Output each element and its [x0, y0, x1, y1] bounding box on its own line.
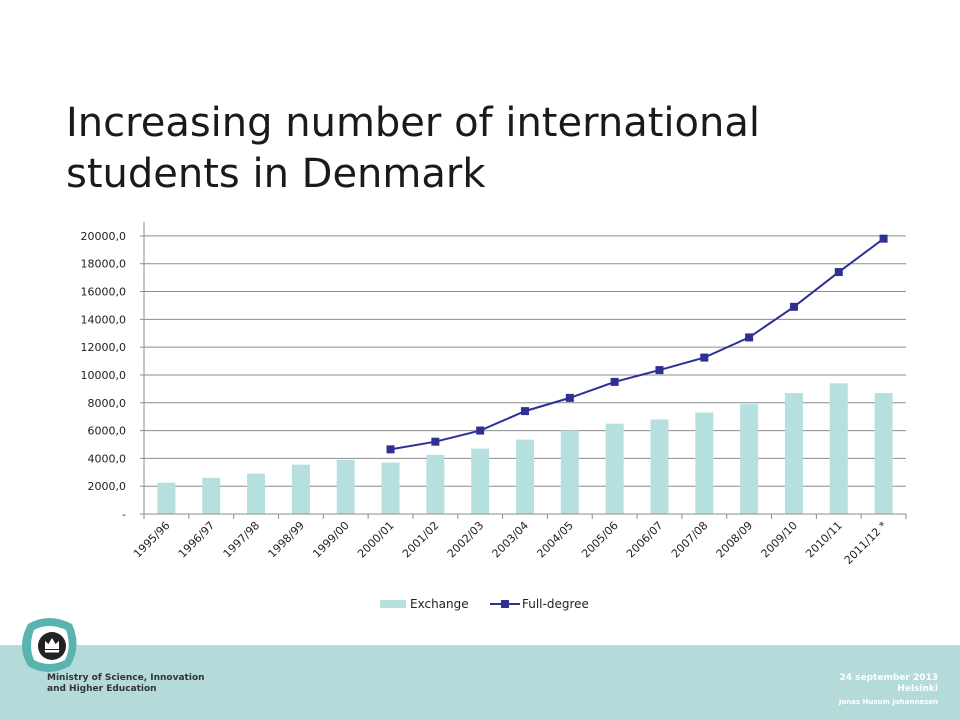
x-tick-label: 2000/01: [355, 519, 397, 561]
y-axis: - 2000,0 4000,0 6000,0 8000,0 10000,0 12000,0 1…: [81, 222, 906, 521]
presentation-meta: 24 september 2013 Helsinki Jonas Husum J…: [839, 673, 938, 709]
y-tick-label: 14000,0: [81, 313, 127, 326]
y-tick-label: 6000,0: [88, 425, 127, 438]
x-tick-label: 2006/07: [624, 519, 666, 561]
slide-title: Increasing number of international stude…: [66, 100, 760, 197]
ministry-line-2: and Higher Education: [47, 684, 157, 694]
exchange-bar: [291, 464, 310, 514]
y-tick-label: 18000,0: [81, 258, 127, 271]
chart-gridlines: [144, 235, 906, 487]
y-tick-label: 2000,0: [88, 480, 127, 493]
full-degree-point: [431, 437, 440, 446]
legend-label-full-degree: Full-degree: [522, 597, 589, 611]
x-tick-label: 1997/98: [221, 519, 263, 561]
full-degree-point: [834, 268, 843, 277]
exchange-bar: [605, 423, 624, 514]
x-tick-label: 1995/96: [131, 519, 173, 561]
x-tick-label: 2008/09: [714, 519, 756, 561]
x-tick-label: 2009/10: [759, 519, 801, 561]
full-degree-point: [565, 393, 574, 402]
exchange-bar: [650, 419, 669, 514]
full-degree-point: [655, 366, 664, 375]
full-degree-point: [521, 407, 529, 416]
presentation-location: Helsinki: [897, 684, 938, 694]
exchange-bar: [247, 473, 266, 514]
full-degree-point: [386, 445, 395, 454]
legend-swatch-marker: [501, 600, 509, 608]
full-degree-point: [476, 426, 485, 435]
x-tick-label: 2002/03: [445, 519, 487, 561]
y-tick-label: 10000,0: [81, 369, 127, 382]
ministry-line-1: Ministry of Science, Innovation: [47, 673, 205, 683]
full-degree-line: [386, 234, 888, 454]
x-tick-label: 2007/08: [669, 519, 711, 561]
y-tick-label: 12000,0: [81, 341, 127, 354]
full-degree-point: [879, 234, 888, 243]
exchange-bar: [202, 477, 221, 514]
crown-logo-icon: [22, 618, 77, 672]
exchange-bar: [426, 454, 445, 514]
legend-label-exchange: Exchange: [410, 597, 469, 611]
ministry-name: Ministry of Science, Innovation and High…: [47, 673, 205, 695]
enrollment-chart: - 2000,0 4000,0 6000,0 8000,0 10000,0 12000,0 1…: [81, 222, 907, 611]
exchange-bar: [784, 393, 803, 514]
x-tick-label: 2004/05: [534, 519, 576, 561]
exchange-bar: [695, 412, 714, 514]
exchange-bar: [157, 482, 176, 514]
full-degree-point: [610, 377, 619, 386]
y-tick-label: 16000,0: [81, 286, 127, 299]
footer-band: [0, 645, 960, 720]
x-tick-label: 2005/06: [579, 519, 621, 561]
exchange-bar: [516, 439, 534, 514]
legend-swatch-exchange: [380, 600, 406, 608]
full-degree-point: [789, 302, 798, 311]
exchange-bar: [336, 459, 355, 514]
exchange-bar: [471, 448, 490, 514]
exchange-bar: [381, 462, 400, 514]
y-tick-label: -: [122, 508, 126, 521]
presenter-name: Jonas Husum Johannesen: [838, 698, 938, 706]
x-tick-label: 1998/99: [265, 519, 307, 561]
exchange-bar: [829, 383, 848, 514]
exchange-bar: [874, 393, 893, 514]
exchange-bar: [560, 430, 579, 514]
full-degree-series-line: [390, 237, 885, 451]
chart-legend: Exchange Full-degree: [380, 597, 589, 611]
y-tick-label: 8000,0: [88, 397, 127, 410]
exchange-bar: [740, 404, 759, 514]
x-tick-label: 1999/00: [310, 519, 352, 561]
x-axis: 1995/96 1996/97 1997/98 1998/99 1999/00 2000/…: [131, 514, 907, 567]
y-tick-label: 4000,0: [88, 452, 127, 465]
x-tick-label: 2001/02: [400, 519, 442, 561]
x-tick-label: 2010/11: [803, 519, 845, 561]
full-degree-point: [700, 353, 709, 362]
exchange-bars: [157, 383, 893, 514]
x-tick-label: 2011/12 *: [842, 519, 890, 567]
x-tick-label: 1996/97: [176, 519, 218, 561]
y-tick-label: 20000,0: [81, 230, 127, 243]
full-degree-point: [745, 333, 754, 342]
presentation-date: 24 september 2013: [839, 673, 938, 683]
x-tick-label: 2003/04: [490, 519, 532, 561]
